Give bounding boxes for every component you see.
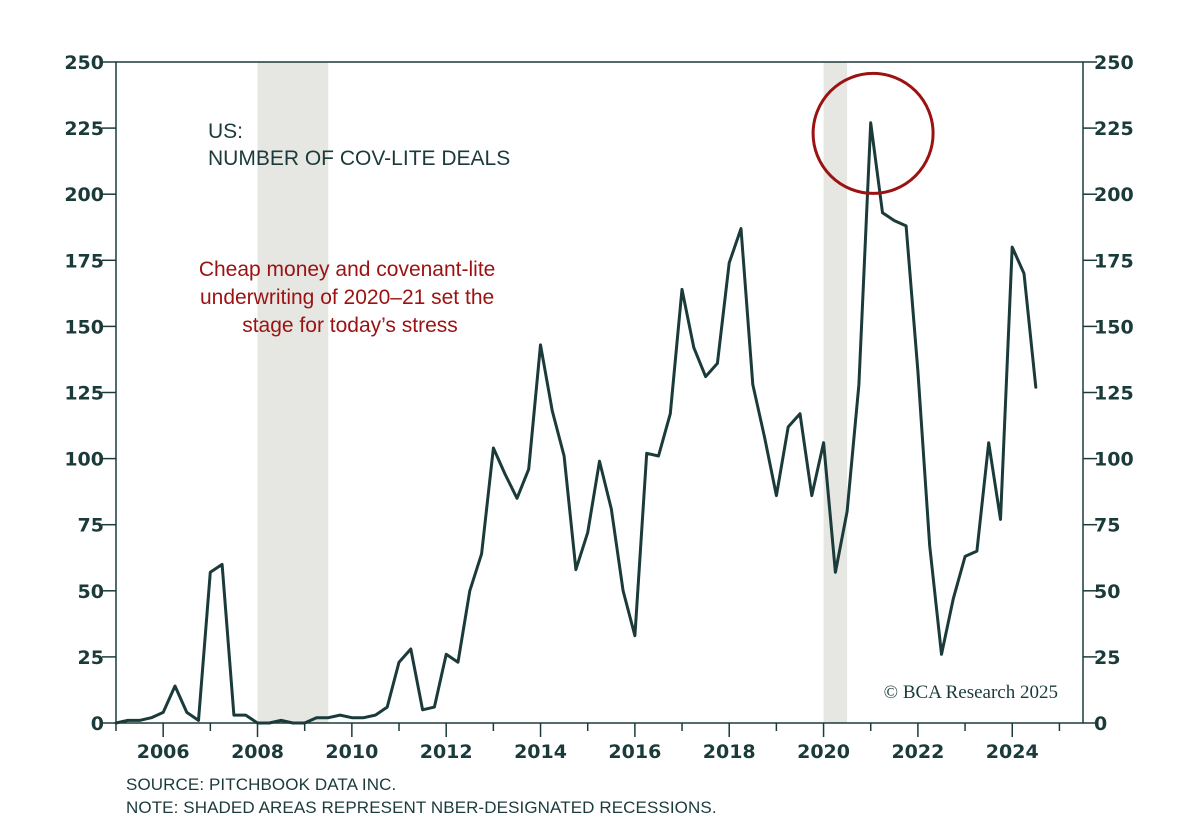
y-tick-label-left-100: 100 — [64, 449, 104, 471]
recession-bands — [257, 62, 848, 723]
annotation-line-2: underwriting of 2020–21 set the — [200, 286, 494, 309]
highlight-circle — [811, 71, 935, 195]
x-tick-label-2010: 2010 — [325, 741, 378, 763]
y-tick-label-right-225: 225 — [1094, 118, 1134, 140]
x-tick-label-2024: 2024 — [986, 741, 1039, 763]
chart-title-line-2: NUMBER OF COV-LITE DEALS — [208, 147, 510, 170]
y-tick-label-right-250: 250 — [1094, 52, 1134, 74]
source-note: SOURCE: PITCHBOOK DATA INC. — [126, 775, 397, 794]
annotation: Cheap money and covenant-lite underwriti… — [199, 258, 501, 337]
y-tick-label-left-250: 250 — [64, 52, 104, 74]
y-tick-label-right-150: 150 — [1094, 316, 1134, 338]
x-tick-label-2018: 2018 — [703, 741, 756, 763]
y-tick-label-right-75: 75 — [1094, 515, 1120, 537]
y-tick-label-left-50: 50 — [78, 581, 104, 603]
axis-ticks — [102, 61, 1097, 737]
annotation-line-1: Cheap money and covenant-lite — [199, 258, 496, 281]
y-tick-label-left-225: 225 — [64, 118, 104, 140]
x-tick-label-2006: 2006 — [137, 741, 190, 763]
x-tick-label-2022: 2022 — [891, 741, 944, 763]
y-tick-label-right-0: 0 — [1094, 713, 1107, 735]
recession-band-1 — [823, 62, 848, 723]
series-line-cov-lite-deals — [114, 121, 1038, 725]
chart-title: US: NUMBER OF COV-LITE DEALS — [208, 120, 510, 170]
recession-band-0 — [257, 62, 329, 723]
y-tick-label-left-125: 125 — [64, 383, 104, 405]
tick-labels: 0 0 25 25 50 50 75 75 100 100 125 125 150 150 175 175 20… — [64, 52, 1133, 763]
y-tick-label-right-125: 125 — [1094, 383, 1134, 405]
x-tick-label-2016: 2016 — [608, 741, 661, 763]
y-tick-label-left-200: 200 — [64, 184, 104, 206]
y-tick-label-right-175: 175 — [1094, 250, 1134, 272]
x-tick-label-2012: 2012 — [420, 741, 473, 763]
y-tick-label-left-175: 175 — [64, 250, 104, 272]
y-tick-label-right-50: 50 — [1094, 581, 1120, 603]
y-tick-label-right-25: 25 — [1094, 647, 1120, 669]
y-tick-label-right-200: 200 — [1094, 184, 1134, 206]
y-tick-label-left-75: 75 — [78, 515, 104, 537]
y-tick-label-left-25: 25 — [78, 647, 104, 669]
recession-note: NOTE: SHADED AREAS REPRESENT NBER-DESIGN… — [126, 798, 717, 817]
chart-title-line-1: US: — [208, 120, 243, 143]
credit-text: © BCA Research 2025 — [884, 682, 1058, 703]
x-tick-label-2008: 2008 — [231, 741, 284, 763]
y-tick-label-left-150: 150 — [64, 316, 104, 338]
x-tick-label-2014: 2014 — [514, 741, 567, 763]
y-tick-label-right-100: 100 — [1094, 449, 1134, 471]
annotation-line-3: stage for today’s stress — [242, 314, 458, 337]
line-chart: 0 0 25 25 50 50 75 75 100 100 125 125 150 150 175 175 20… — [64, 52, 1133, 763]
y-tick-label-left-0: 0 — [91, 713, 104, 735]
x-tick-label-2020: 2020 — [797, 741, 850, 763]
